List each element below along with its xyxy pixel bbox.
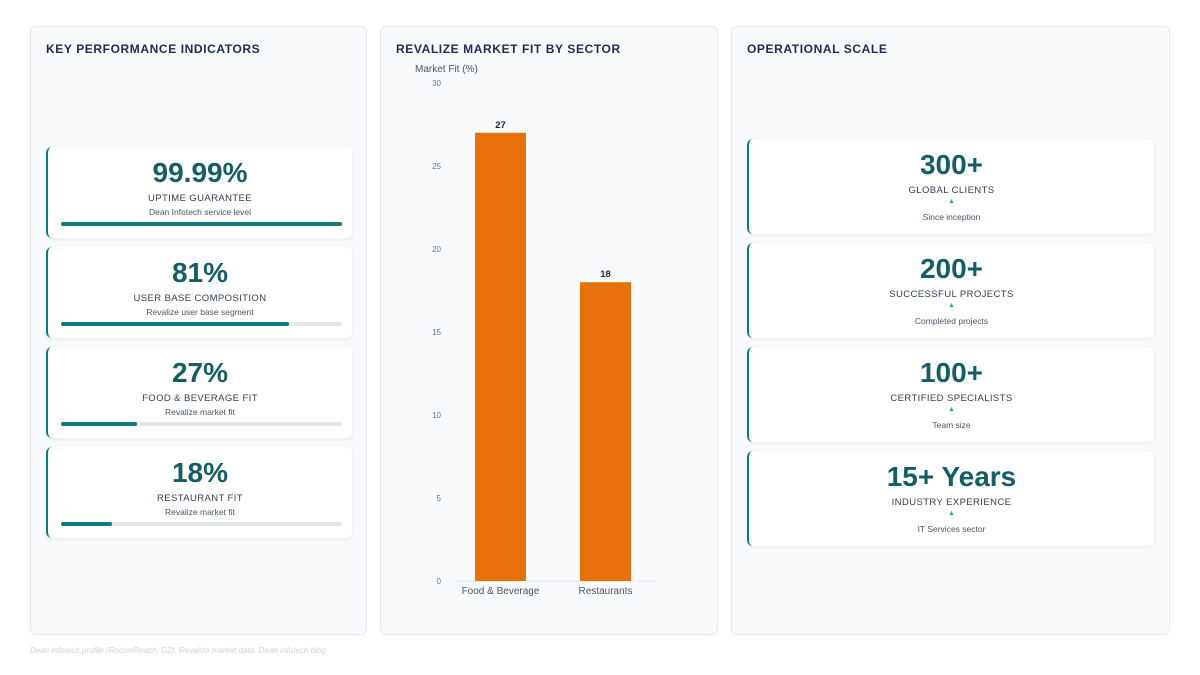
kpi-progress-track [61,322,342,326]
kpi-progress-fill [61,422,137,426]
ops-label: CERTIFIED SPECIALISTS [890,393,1013,404]
kpi-subtext: Revalize market fit [165,507,235,517]
chart-panel-title: REVALIZE MARKET FIT BY SECTOR [396,42,621,56]
y-axis-title: Market Fit (%) [415,64,478,75]
ops-value: 200+ [919,253,984,284]
ops-label: GLOBAL CLIENTS [908,185,995,196]
kpi-subtext: Revalize market fit [165,407,235,417]
kpi-panel-title: KEY PERFORMANCE INDICATORS [46,42,261,56]
bar [475,132,526,582]
kpi-value: 99.99% [152,157,248,188]
ops-subtext: IT Services sector [917,524,986,534]
x-tick-label: Restaurants [579,586,633,597]
ops-label: INDUSTRY EXPERIENCE [891,497,1012,508]
ops-card-projects: 200+ SUCCESSFUL PROJECTS ▲ Completed pro… [747,243,1154,338]
kpi-label: USER BASE COMPOSITION [133,293,267,304]
kpi-subtext: Revalize user base segment [146,307,254,317]
y-tick-label: 0 [437,577,442,586]
kpi-progress-fill [61,222,342,226]
kpi-label: RESTAURANT FIT [156,493,243,504]
y-tick-label: 10 [432,411,441,420]
x-tick-label: Food & Beverage [462,586,540,597]
kpi-value: 81% [171,257,229,288]
kpi-value: 27% [171,357,229,388]
data-label: 18 [600,269,611,280]
ops-label: SUCCESSFUL PROJECTS [889,289,1014,300]
ops-card-experience: 15+ Years INDUSTRY EXPERIENCE ▲ IT Servi… [747,451,1154,546]
up-arrow-icon: ▲ [948,198,955,205]
up-arrow-icon: ▲ [948,302,955,309]
kpi-card-uptime: 99.99% UPTIME GUARANTEE Dean Infotech se… [46,147,352,238]
ops-panel: OPERATIONAL SCALE 300+ GLOBAL CLIENTS ▲ … [731,26,1170,635]
ops-subtext: Completed projects [914,316,989,326]
y-tick-label: 15 [432,328,441,337]
chart-panel: REVALIZE MARKET FIT BY SECTOR Market Fit… [380,26,718,635]
kpi-panel: KEY PERFORMANCE INDICATORS 99.99% UPTIME… [30,26,367,635]
source-footnote: Dean Infotech profile (RocketReach, G2),… [30,646,326,655]
bar-chart: Market Fit (%) 0 5 10 15 20 25 30 27 Food & Bever… [415,64,656,597]
bar [580,282,631,581]
kpi-label: UPTIME GUARANTEE [147,193,253,204]
ops-card-clients: 300+ GLOBAL CLIENTS ▲ Since inception [747,139,1154,234]
kpi-progress-track [61,422,342,426]
kpi-value: 18% [171,457,229,488]
y-tick-label: 30 [432,79,441,88]
kpi-progress-fill [61,322,289,326]
ops-value: 15+ Years [886,461,1017,492]
ops-panel-title: OPERATIONAL SCALE [747,42,888,56]
ops-value: 100+ [919,357,984,388]
ops-subtext: Since inception [922,212,981,222]
kpi-subtext: Dean Infotech service level [148,207,252,217]
kpi-card-user-base: 81% USER BASE COMPOSITION Revalize user … [46,247,352,338]
ops-subtext: Team size [932,420,971,430]
y-tick-label: 25 [432,162,441,171]
kpi-label: FOOD & BEVERAGE FIT [142,393,258,404]
kpi-progress-fill [61,522,112,526]
kpi-card-restaurant: 18% RESTAURANT FIT Revalize market fit [46,447,352,538]
up-arrow-icon: ▲ [948,510,955,517]
up-arrow-icon: ▲ [948,406,955,413]
data-label: 27 [495,120,506,131]
y-tick-label: 20 [432,245,441,254]
ops-card-specialists: 100+ CERTIFIED SPECIALISTS ▲ Team size [747,347,1154,442]
kpi-card-food-beverage: 27% FOOD & BEVERAGE FIT Revalize market … [46,347,352,438]
ops-value: 300+ [919,149,984,180]
kpi-progress-track [61,222,342,226]
y-tick-label: 5 [437,494,442,503]
kpi-progress-track [61,522,342,526]
